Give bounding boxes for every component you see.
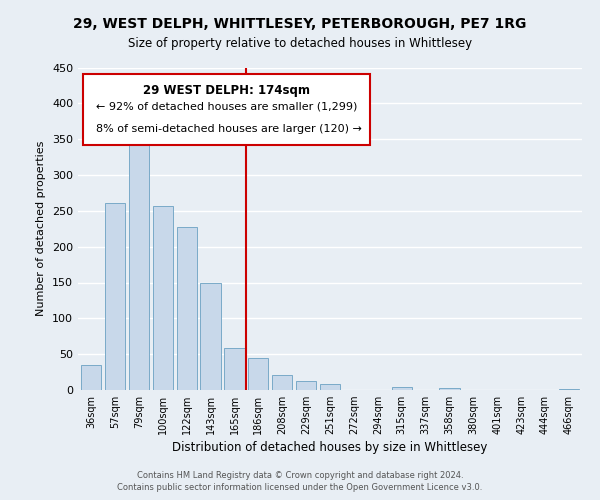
Bar [272,375,292,390]
Bar [392,387,412,390]
Bar [248,358,268,390]
Y-axis label: Number of detached properties: Number of detached properties [37,141,46,316]
Text: 29 WEST DELPH: 174sqm: 29 WEST DELPH: 174sqm [143,84,310,96]
Bar [224,348,245,390]
Text: Contains HM Land Registry data © Crown copyright and database right 2024.: Contains HM Land Registry data © Crown c… [137,472,463,480]
Bar [152,206,173,390]
Bar [320,384,340,390]
Text: 8% of semi-detached houses are larger (120) →: 8% of semi-detached houses are larger (1… [95,124,362,134]
Bar [129,134,149,390]
Text: ← 92% of detached houses are smaller (1,299): ← 92% of detached houses are smaller (1,… [95,102,357,112]
Bar [200,283,221,390]
Bar [296,382,316,390]
Bar [176,226,197,390]
Bar [559,388,579,390]
X-axis label: Distribution of detached houses by size in Whittlesey: Distribution of detached houses by size … [172,442,488,454]
Text: Contains public sector information licensed under the Open Government Licence v3: Contains public sector information licen… [118,483,482,492]
Bar [439,388,460,390]
Bar [81,365,101,390]
Bar [105,203,125,390]
FancyBboxPatch shape [83,74,370,145]
Text: 29, WEST DELPH, WHITTLESEY, PETERBOROUGH, PE7 1RG: 29, WEST DELPH, WHITTLESEY, PETERBOROUGH… [73,18,527,32]
Text: Size of property relative to detached houses in Whittlesey: Size of property relative to detached ho… [128,38,472,51]
